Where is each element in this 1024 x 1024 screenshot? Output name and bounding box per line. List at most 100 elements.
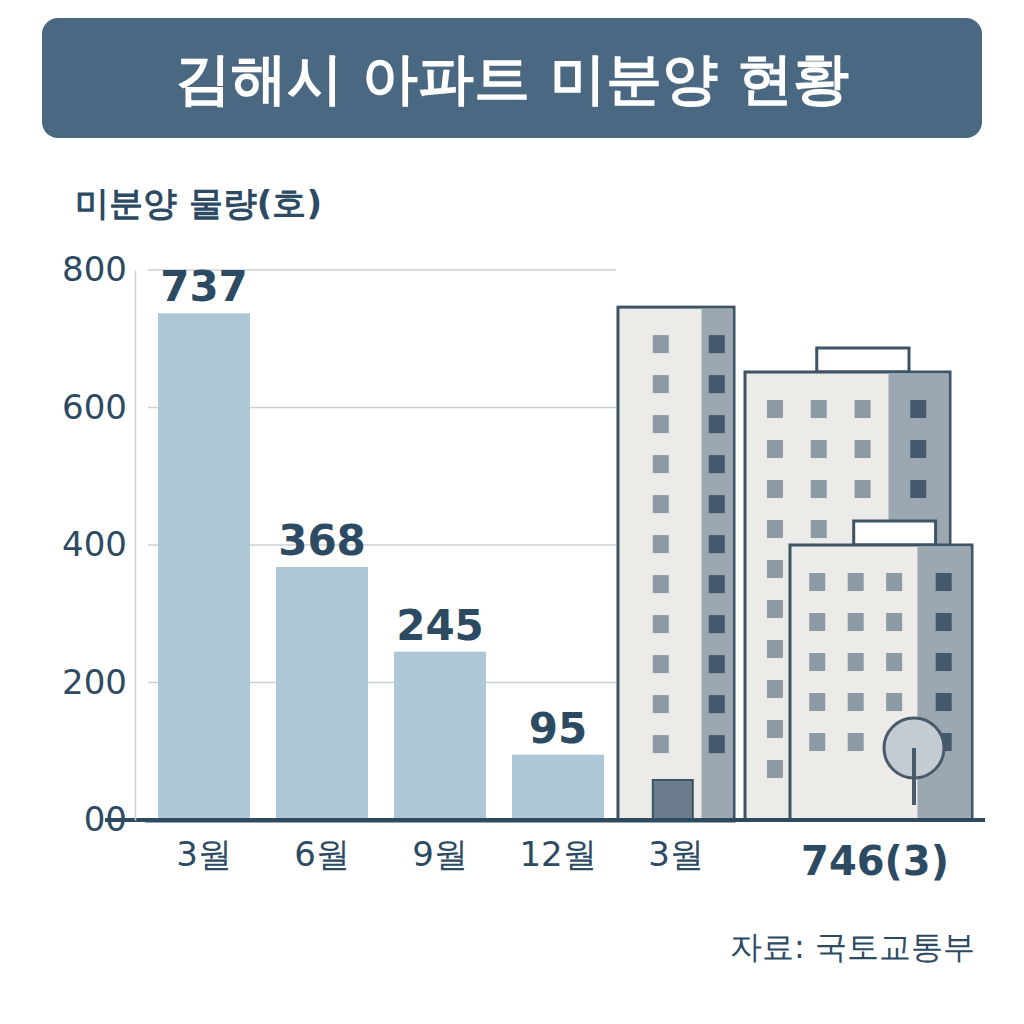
y-tick-label: 00 [84,799,127,839]
window [809,653,825,671]
window [767,400,783,418]
window [886,693,902,711]
y-axis: 00 200 400 600 800 [62,249,135,839]
window [809,573,825,591]
window [936,613,952,631]
y-tick-label: 800 [62,249,127,289]
window [767,600,783,618]
window [811,400,827,418]
y-tick: 800 [62,249,135,289]
window [910,400,926,418]
source: 자료: 국토교통부 [730,928,975,966]
window [811,520,827,538]
roof [817,348,909,372]
shade [917,547,970,821]
window [767,440,783,458]
title: 김해시 아파트 미분양 현황 [175,46,850,111]
data-label: 746(3) [801,838,949,884]
window [653,575,669,593]
chart: 김해시 아파트 미분양 현황미분양 물량(호) 00 200 400 600 800 3월 6… [0,0,1024,1024]
window [709,495,725,513]
baseline [105,818,985,822]
window [653,535,669,553]
window [767,680,783,698]
roof [854,521,936,545]
shade [702,309,733,820]
door [653,780,693,820]
window [653,335,669,353]
x-tick-label: 3월 [648,834,704,874]
y-tick: 200 [62,662,135,702]
window [767,480,783,498]
plot-area [158,307,734,820]
building-front [790,521,972,820]
x-tick: 3월 [176,820,232,874]
window [936,573,952,591]
x-axis-line [146,819,736,823]
window [709,375,725,393]
window [709,735,725,753]
window [653,695,669,713]
window [709,615,725,633]
window [653,455,669,473]
window [886,653,902,671]
window [653,375,669,393]
window [936,693,952,711]
window [855,480,871,498]
window [653,655,669,673]
window [809,693,825,711]
window [653,495,669,513]
x-tick-label: 6월 [294,834,350,874]
window [653,615,669,633]
window [709,575,725,593]
window [767,560,783,578]
window [848,693,864,711]
window [848,653,864,671]
data-label: 245 [396,601,484,650]
x-tick: 3월 [648,820,704,874]
x-tick-label: 3월 [176,834,232,874]
bar [158,313,250,820]
window [886,573,902,591]
window [709,655,725,673]
title-banner [42,18,982,138]
x-axis: 3월 6월 9월 12월 3월 [146,820,736,874]
window [767,640,783,658]
window [709,535,725,553]
window [653,735,669,753]
y-tick-label: 200 [62,662,127,702]
window [811,480,827,498]
window [767,520,783,538]
window [848,573,864,591]
window [936,653,952,671]
window [910,440,926,458]
tree-trunk [912,748,916,805]
data-label: 95 [529,704,587,753]
window [709,415,725,433]
window [709,455,725,473]
x-tick: 12월 [519,820,596,874]
data-label: 368 [278,516,366,565]
window [809,613,825,631]
window [709,335,725,353]
y-tick: 600 [62,387,135,427]
window [910,480,926,498]
data-labels: 73736824595746(3) [160,262,949,884]
window [653,415,669,433]
window [811,440,827,458]
y-tick-label: 400 [62,524,127,564]
x-tick: 6월 [294,820,350,874]
window [848,613,864,631]
bar [512,755,604,820]
window [855,400,871,418]
bar [394,652,486,820]
window [886,613,902,631]
window [855,440,871,458]
y-tick: 400 [62,524,135,564]
x-tick: 9월 [412,820,468,874]
grid [148,270,616,820]
window [767,720,783,738]
facade [790,545,972,820]
y-tick: 00 [84,799,135,839]
y-axis-title: 미분양 물량(호) [75,183,322,223]
